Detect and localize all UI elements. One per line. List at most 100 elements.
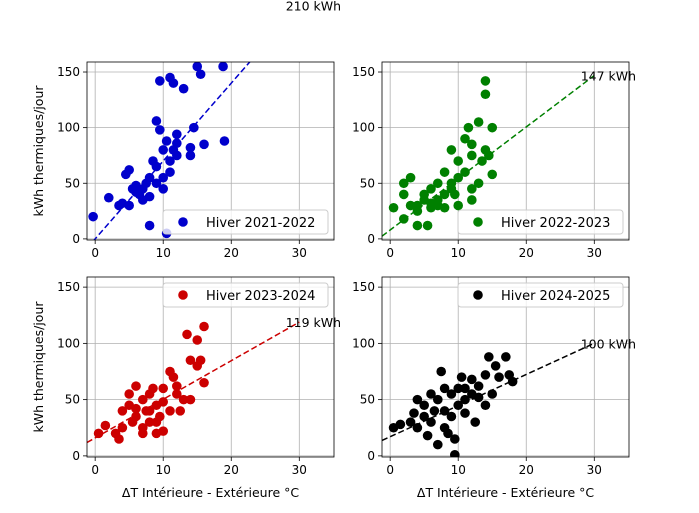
data-point [199, 139, 209, 150]
legend-marker [178, 290, 188, 300]
legend-marker [473, 290, 483, 300]
legend-marker [178, 217, 188, 227]
x-tick-label: 10 [451, 246, 466, 260]
data-point [144, 220, 155, 231]
subplot-3: 0 10 20 30 0 50 100 150 Hiver 2023-2024 kWh therm… [31, 276, 335, 500]
data-point [148, 383, 158, 394]
data-point [484, 352, 494, 362]
x-tick-label: 0 [91, 463, 99, 477]
data-point [412, 394, 423, 405]
data-point [93, 428, 104, 439]
data-point [151, 116, 162, 126]
data-point [175, 406, 186, 416]
data-point [467, 195, 477, 205]
data-point [467, 150, 477, 161]
data-point [432, 178, 443, 189]
data-point [161, 136, 172, 146]
data-point [165, 406, 175, 416]
data-point [165, 167, 175, 177]
data-point [446, 184, 457, 194]
data-point [219, 136, 230, 146]
scatter-points [93, 321, 209, 444]
data-point [412, 206, 423, 216]
data-point [490, 361, 501, 371]
data-point [480, 89, 491, 100]
data-point [172, 150, 182, 161]
legend-box [162, 209, 329, 235]
y-tick-label: 150 [57, 280, 80, 294]
data-point [453, 383, 464, 394]
data-point [395, 419, 406, 430]
data-point [450, 449, 460, 457]
x-axis-label: ΔT Intérieure - Extérieure °C [417, 485, 594, 500]
annotation-label: 119 kWh [286, 315, 341, 330]
data-point [117, 422, 128, 433]
data-point [422, 430, 433, 441]
legend: Hiver 2024-2025 [457, 282, 624, 308]
legend-label: Hiver 2021-2022 [206, 216, 315, 231]
y-tick-label: 150 [352, 280, 375, 294]
data-point [155, 76, 165, 86]
data-point [480, 400, 491, 411]
scatter-points [388, 76, 498, 231]
data-point [439, 422, 450, 433]
x-tick-label: 10 [451, 463, 466, 477]
data-point [137, 394, 148, 405]
data-point [439, 167, 450, 177]
subplot-4: 0 10 20 30 0 50 100 150 Hiver 2024-2025 ΔT Intéri… [352, 276, 630, 500]
data-point [158, 145, 169, 155]
data-point [473, 117, 484, 127]
data-point [453, 156, 464, 166]
data-point [409, 408, 419, 418]
data-point [172, 381, 182, 391]
y-tick-label: 0 [367, 232, 375, 246]
data-point [398, 189, 409, 200]
data-point [172, 389, 182, 399]
data-point [103, 192, 114, 203]
trend-line [87, 321, 300, 444]
y-tick-label: 150 [352, 65, 375, 79]
data-point [429, 406, 440, 416]
data-point [432, 439, 443, 450]
data-point [426, 389, 436, 399]
data-point [182, 329, 192, 340]
subplot-2: 0 10 20 30 0 50 100 150 Hiver 2022-2023 [352, 61, 630, 260]
data-point [494, 372, 504, 382]
subplot-1: 0 10 20 30 0 50 100 150 Hiver 2021-2022 kWh therm… [31, 61, 335, 260]
data-point [144, 191, 155, 202]
x-tick-label: 30 [292, 246, 307, 260]
data-point [185, 355, 196, 366]
x-tick-label: 30 [292, 463, 307, 477]
data-point [189, 122, 199, 133]
axes-frame [381, 276, 630, 458]
data-point [151, 161, 162, 172]
legend-box [162, 282, 329, 308]
annotation-label: 100 kWh [581, 336, 636, 351]
legend-label: Hiver 2024-2025 [501, 289, 610, 304]
x-tick-label: 10 [156, 463, 171, 477]
data-point [450, 434, 460, 444]
y-tick-label: 150 [57, 65, 80, 79]
data-point [439, 383, 450, 394]
data-point [172, 138, 182, 149]
x-tick-label: 0 [91, 246, 99, 260]
data-point [398, 178, 409, 189]
data-point [422, 220, 433, 231]
data-point [124, 200, 134, 211]
data-point [165, 156, 175, 166]
x-axis-label: ΔT Intérieure - Extérieure °C [122, 485, 299, 500]
legend: Hiver 2022-2023 [457, 209, 624, 235]
x-tick-label: 30 [587, 463, 602, 477]
data-point [158, 184, 169, 194]
y-axis-label: kWh thermiques/jour [31, 301, 46, 433]
data-point [158, 383, 169, 394]
data-point [460, 408, 470, 418]
y-tick-label: 100 [352, 336, 375, 350]
y-tick-label: 50 [65, 393, 80, 407]
data-point [158, 172, 169, 183]
data-point [467, 184, 477, 194]
y-tick-label: 0 [72, 449, 80, 463]
data-point [405, 172, 416, 183]
